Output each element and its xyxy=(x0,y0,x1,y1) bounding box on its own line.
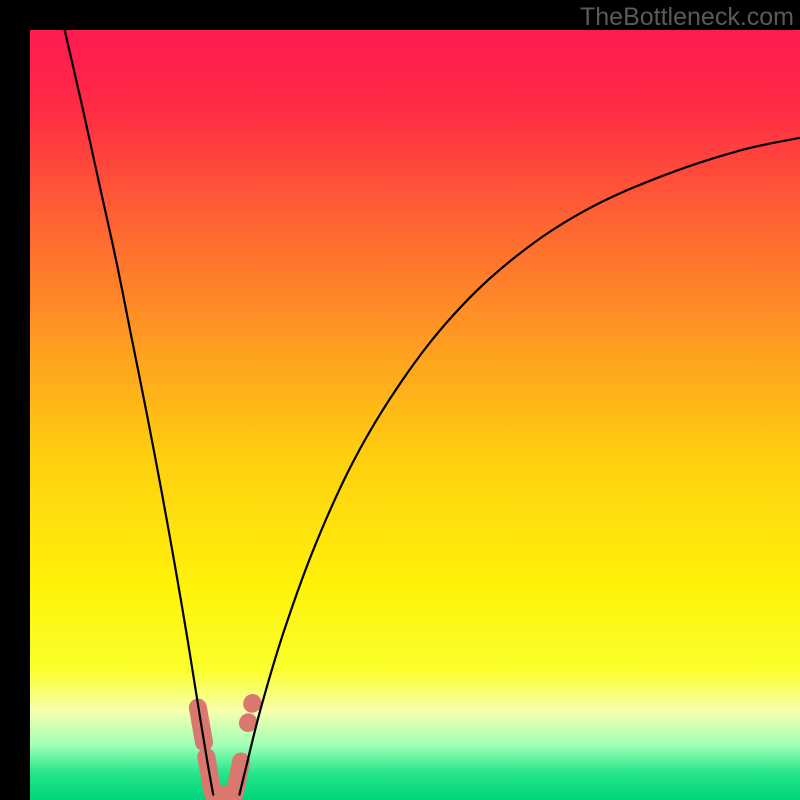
curve-right-branch xyxy=(239,138,800,795)
chart-frame xyxy=(0,0,800,800)
watermark-text: TheBottleneck.com xyxy=(580,3,794,32)
plot-area xyxy=(30,30,800,800)
curve-left-branch xyxy=(65,30,214,795)
curve-layer xyxy=(30,30,800,800)
